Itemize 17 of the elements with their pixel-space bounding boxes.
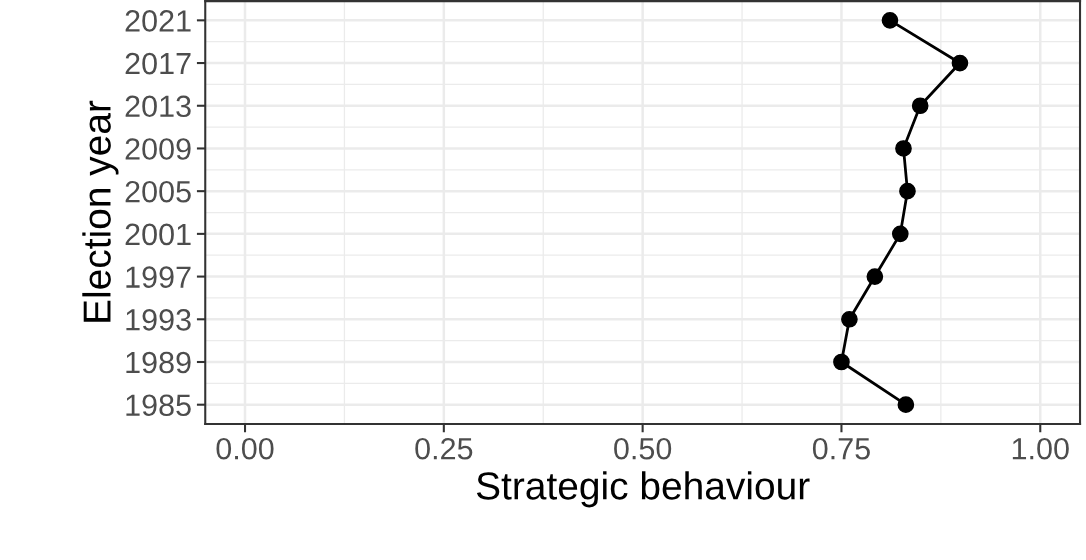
x-axis-title: Strategic behaviour [476,471,810,508]
y-tick-label: 2005 [125,180,191,203]
y-tick-label: 1989 [126,351,191,374]
y-tick-label: 2009 [125,138,191,160]
y-tick-label: 1997 [126,266,191,288]
y-axis-title: Election year [82,100,119,322]
y-tick-label: 2021 [125,10,191,32]
y-tick-label: 2017 [125,52,191,75]
x-tick-label: 0.25 [415,437,473,460]
x-tick-label: 1.00 [1012,437,1069,460]
x-tick-label: 0.75 [812,437,870,460]
x-tick-label: 0.00 [216,437,274,460]
y-tick-label: 1993 [126,309,191,331]
y-tick-label: 2013 [125,95,191,118]
y-tick-label: 1985 [126,394,191,417]
y-tick-label: 2001 [125,223,191,246]
x-tick-label: 0.50 [614,437,672,460]
